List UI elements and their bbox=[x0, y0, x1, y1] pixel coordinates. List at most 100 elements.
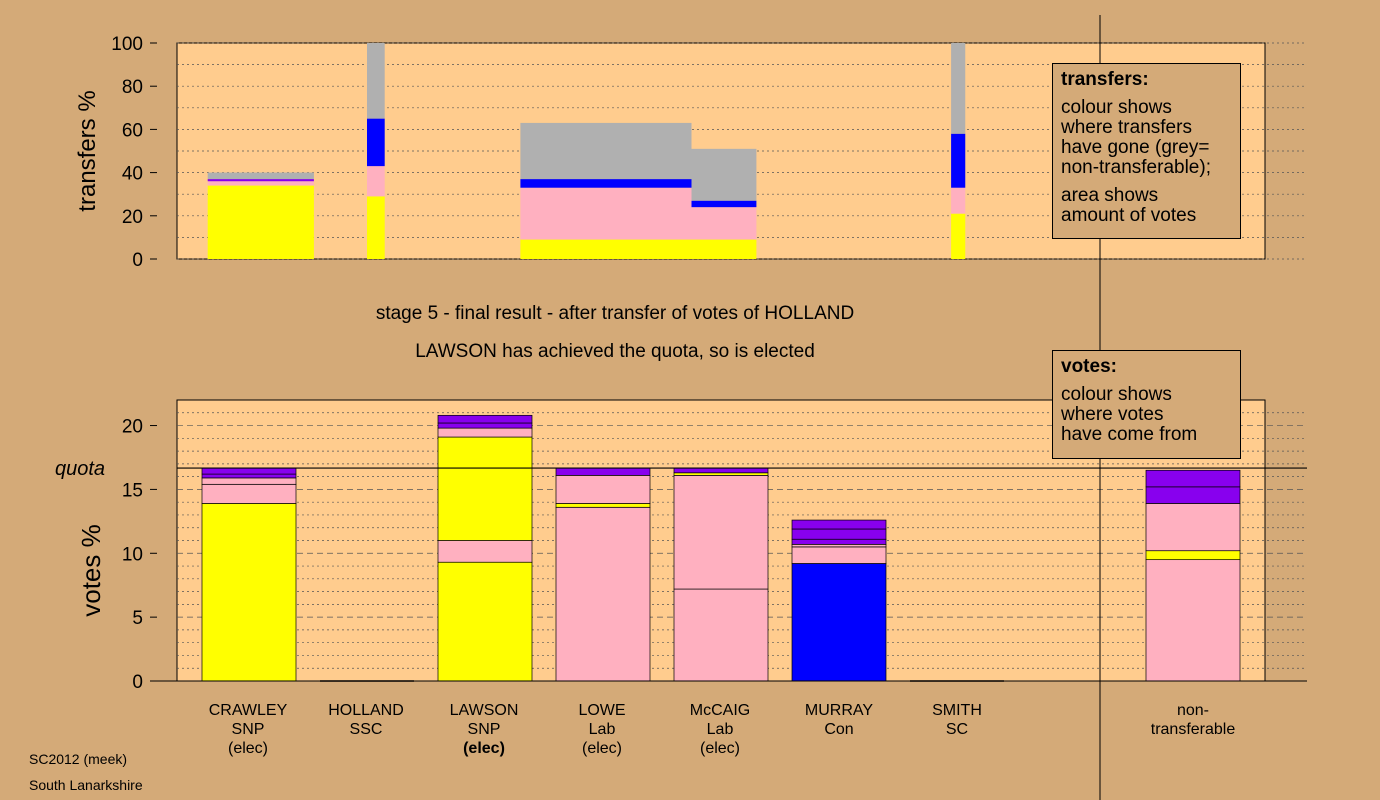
transfer-segment bbox=[207, 181, 314, 186]
vote-segment bbox=[673, 472, 769, 476]
candidate-name: CRAWLEY bbox=[208, 702, 288, 719]
footer-election: SC2012 (meek) bbox=[29, 751, 128, 767]
vote-segment bbox=[1145, 503, 1241, 552]
transfers-tick-label: 40 bbox=[122, 164, 143, 185]
votes-tick-label: 5 bbox=[132, 608, 143, 629]
transfer-segment bbox=[951, 213, 966, 259]
vote-segment bbox=[437, 561, 533, 682]
transfers-legend-text-1: colour shows where transfers have gone (… bbox=[1061, 97, 1211, 178]
votes-legend: votes: colour shows where votes have com… bbox=[1052, 350, 1241, 459]
candidate-name: SMITH bbox=[932, 702, 982, 719]
candidate-party: SNP bbox=[467, 721, 501, 738]
votes-tick-label: 10 bbox=[122, 544, 143, 565]
vote-segment bbox=[791, 543, 887, 548]
candidate-party: Lab bbox=[706, 721, 734, 738]
quota-label: quota bbox=[55, 458, 105, 480]
transfer-segment bbox=[207, 179, 314, 182]
vote-segment bbox=[437, 414, 533, 424]
vote-segment bbox=[1145, 486, 1241, 504]
candidate-party: Lab bbox=[588, 721, 616, 738]
transfer-segment bbox=[951, 133, 966, 188]
vote-segment bbox=[673, 467, 769, 474]
transfer-segment bbox=[367, 43, 385, 119]
vote-segment bbox=[1145, 550, 1241, 561]
candidate-label-crawley: CRAWLEY SNP (elec) bbox=[188, 701, 308, 758]
transfer-segment bbox=[691, 200, 757, 208]
transfer-segment bbox=[367, 196, 385, 259]
vote-segment bbox=[791, 519, 887, 530]
transfer-segment bbox=[520, 187, 692, 240]
votes-legend-text: colour shows where votes have come from bbox=[1061, 384, 1198, 445]
candidate-party: transferable bbox=[1150, 721, 1236, 738]
transfer-segment bbox=[367, 166, 385, 197]
vote-segment bbox=[791, 563, 887, 682]
transfers-tick-label: 20 bbox=[122, 207, 143, 228]
candidate-party: SC bbox=[945, 721, 969, 738]
vote-segment bbox=[201, 467, 297, 475]
candidate-party: Con bbox=[824, 721, 854, 738]
transfer-segment bbox=[367, 118, 385, 167]
transfer-segment bbox=[520, 179, 692, 188]
vote-segment bbox=[1145, 469, 1241, 488]
vote-segment bbox=[437, 436, 533, 541]
transfers-tick-label: 60 bbox=[122, 120, 143, 141]
candidate-name: HOLLAND bbox=[328, 702, 404, 719]
vote-segment bbox=[437, 422, 533, 429]
candidate-party: SSC bbox=[349, 721, 383, 738]
candidate-label-lowe: LOWE Lab (elec) bbox=[542, 701, 662, 758]
candidate-label-nontransferable: non- transferable bbox=[1133, 701, 1253, 739]
candidate-status: (elec) bbox=[227, 740, 268, 757]
votes-tick-label: 15 bbox=[122, 480, 143, 501]
transfer-segment bbox=[520, 122, 692, 180]
vote-segment bbox=[1145, 559, 1241, 682]
candidate-label-lawson: LAWSON SNP (elec) bbox=[424, 701, 544, 758]
transfer-segment bbox=[691, 239, 757, 259]
transfers-tick-label: 80 bbox=[122, 77, 143, 98]
vote-segment bbox=[555, 506, 651, 682]
transfer-segment bbox=[951, 187, 966, 214]
transfers-legend-title: transfers: bbox=[1061, 69, 1149, 90]
candidate-status: (elec) bbox=[463, 740, 505, 757]
transfer-segment bbox=[520, 239, 692, 259]
candidate-name: MURRAY bbox=[804, 702, 874, 719]
vote-segment bbox=[201, 503, 297, 682]
vote-segment bbox=[437, 427, 533, 438]
candidate-label-murray: MURRAY Con bbox=[779, 701, 899, 739]
vote-segment bbox=[791, 528, 887, 540]
candidate-label-smith: SMITH SC bbox=[897, 701, 1017, 739]
candidate-name: McCAIG bbox=[689, 702, 751, 719]
candidate-name: non- bbox=[1176, 702, 1210, 719]
vote-segment bbox=[201, 477, 297, 485]
result-caption: LAWSON has achieved the quota, so is ele… bbox=[415, 341, 815, 362]
votes-legend-title: votes: bbox=[1061, 356, 1117, 377]
votes-axis-label: votes % bbox=[76, 524, 106, 617]
vote-segment bbox=[201, 483, 297, 504]
candidate-label-holland: HOLLAND SSC bbox=[306, 701, 426, 739]
transfers-axis-label: transfers % bbox=[74, 90, 101, 211]
transfers-legend-text-2: area shows amount of votes bbox=[1061, 185, 1197, 226]
vote-segment bbox=[791, 538, 887, 545]
vote-segment bbox=[673, 588, 769, 682]
transfers-tick-label: 100 bbox=[111, 34, 143, 55]
vote-segment bbox=[437, 540, 533, 563]
footer-region: South Lanarkshire bbox=[29, 777, 143, 793]
vote-segment bbox=[673, 475, 769, 590]
candidate-name: LAWSON bbox=[449, 702, 519, 719]
candidate-party: SNP bbox=[231, 721, 265, 738]
vote-segment bbox=[555, 467, 651, 476]
candidate-name: LOWE bbox=[578, 702, 626, 719]
transfer-segment bbox=[207, 185, 314, 259]
transfer-segment bbox=[207, 172, 314, 180]
transfer-segment bbox=[691, 207, 757, 240]
candidate-status: (elec) bbox=[581, 740, 622, 757]
votes-tick-label: 0 bbox=[132, 672, 143, 693]
vote-segment bbox=[555, 475, 651, 504]
candidate-label-mccaig: McCAIG Lab (elec) bbox=[660, 701, 780, 758]
vote-segment bbox=[201, 473, 297, 479]
candidate-status: (elec) bbox=[699, 740, 740, 757]
vote-segment bbox=[791, 546, 887, 564]
stage-caption: stage 5 - final result - after transfer … bbox=[375, 303, 855, 324]
transfer-segment bbox=[951, 43, 966, 134]
transfers-legend: transfers: colour shows where transfers … bbox=[1052, 63, 1241, 239]
transfers-tick-label: 0 bbox=[132, 250, 143, 271]
